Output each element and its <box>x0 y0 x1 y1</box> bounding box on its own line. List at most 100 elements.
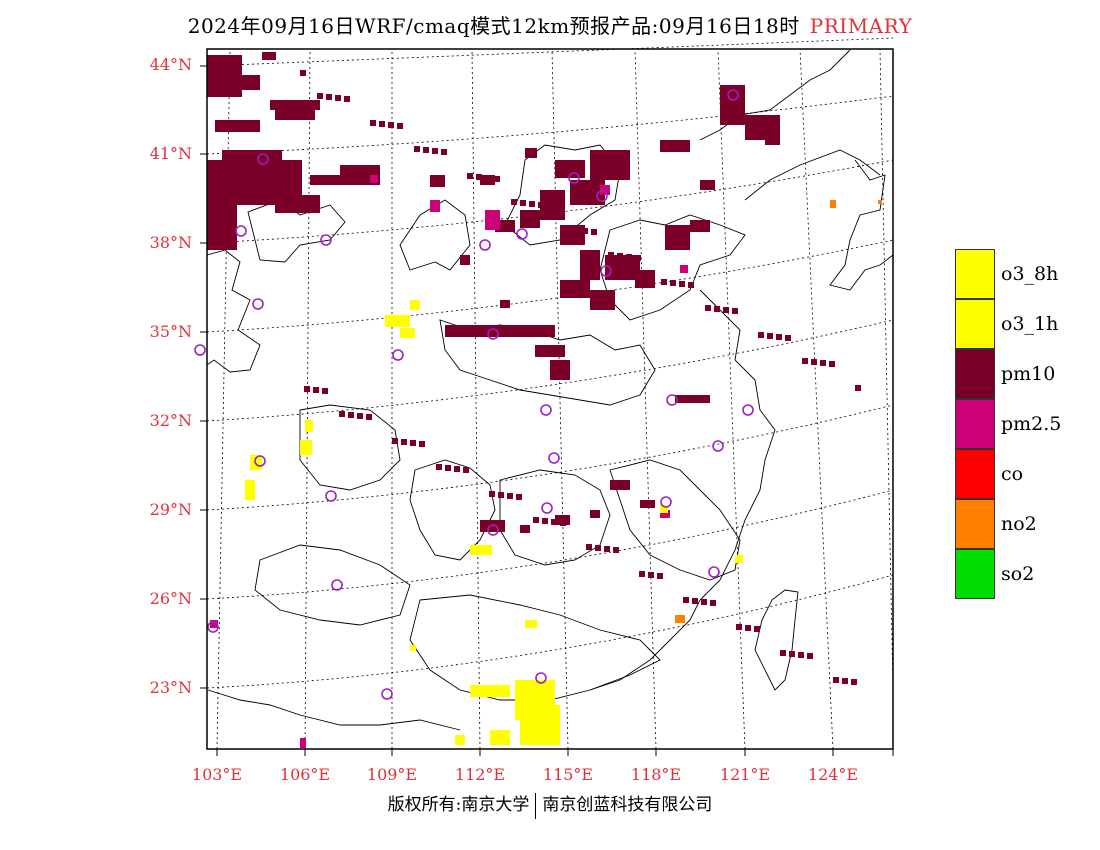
city-marker <box>381 688 393 700</box>
city-marker <box>540 404 552 416</box>
pollution-cell <box>582 228 588 234</box>
city-marker <box>207 621 219 633</box>
pollution-cell <box>680 265 688 273</box>
pollution-cell <box>455 735 465 745</box>
pollution-cell <box>789 651 795 657</box>
lat-label-32: 32°N <box>149 411 192 430</box>
pollution-cell <box>692 598 698 604</box>
pollution-cell <box>385 315 410 327</box>
pollution-cell <box>590 290 615 310</box>
pollution-cell <box>720 85 745 125</box>
pollution-cell <box>419 441 425 447</box>
lat-label-35: 35°N <box>149 322 192 341</box>
pollution-cell <box>811 359 817 365</box>
city-marker <box>252 298 264 310</box>
pollution-cell <box>339 411 345 417</box>
pollution-cell <box>366 414 372 420</box>
city-marker <box>660 496 672 508</box>
pollution-cell <box>660 510 670 518</box>
pollution-cell <box>591 229 597 235</box>
pollution-cell <box>855 385 861 391</box>
legend-swatch <box>955 299 995 349</box>
pollution-cell <box>807 653 813 659</box>
pollution-cell <box>590 510 600 518</box>
pollution-cell <box>401 439 407 445</box>
pollution-cell <box>595 545 601 551</box>
legend-label: co <box>1001 463 1024 485</box>
pollution-cell <box>542 518 548 524</box>
city-marker <box>712 440 724 452</box>
pollution-cell <box>551 519 557 525</box>
pollution-cell <box>785 335 791 341</box>
pollution-cell <box>670 280 676 286</box>
pollution-cell <box>745 625 751 631</box>
pollution-cell <box>262 52 276 60</box>
city-marker <box>516 228 528 240</box>
pollution-cell <box>878 200 882 204</box>
pollution-cell <box>210 620 218 628</box>
city-marker <box>568 172 580 184</box>
pollution-cell <box>215 120 260 132</box>
pollution-cell <box>516 494 522 500</box>
pollution-cell <box>245 480 255 500</box>
city-marker <box>541 502 553 514</box>
legend-label: so2 <box>1001 563 1035 585</box>
city-marker <box>487 524 499 536</box>
pollution-cell <box>507 493 513 499</box>
pollution-cell <box>657 573 663 579</box>
pollution-cell <box>500 300 510 308</box>
city-marker <box>479 239 491 251</box>
pollution-cell <box>520 200 526 206</box>
legend-swatch <box>955 449 995 499</box>
lon-label-124: 124°E <box>807 765 859 784</box>
pollution-cell <box>520 210 540 228</box>
city-marker <box>708 566 720 578</box>
pollution-cell <box>317 93 323 99</box>
city-marker <box>666 394 678 406</box>
pollution-cell <box>617 253 623 259</box>
lon-label-106: 106°E <box>279 765 331 784</box>
lat-label-23: 23°N <box>149 678 192 697</box>
pollution-cell <box>335 95 341 101</box>
pollution-cell <box>833 677 839 683</box>
pollution-cell <box>683 597 689 603</box>
legend-label: o3_8h <box>1001 263 1059 285</box>
pollution-cell <box>580 250 600 280</box>
footer-right: 南京创蓝科技有限公司 <box>542 795 713 815</box>
pollution-cell <box>660 505 668 513</box>
pollution-cell <box>370 120 376 126</box>
pollution-cell <box>560 225 585 245</box>
city-marker <box>325 490 337 502</box>
footer-left: 版权所有:南京大学 <box>387 795 530 815</box>
pollution-cell <box>410 300 420 310</box>
pollution-cell <box>370 175 378 183</box>
city-marker <box>600 265 612 277</box>
pollution-cell <box>829 361 835 367</box>
copyright-footer: 版权所有:南京大学 南京创蓝科技有限公司 <box>0 790 1100 819</box>
pollution-cell <box>326 94 332 100</box>
legend-label: pm2.5 <box>1001 413 1062 435</box>
pollution-cell <box>820 360 826 366</box>
pollution-cell <box>529 201 535 207</box>
pollution-cell <box>776 334 782 340</box>
city-marker <box>535 672 547 684</box>
city-marker <box>487 328 499 340</box>
pollution-cell <box>767 333 773 339</box>
pollution-cell <box>525 148 537 158</box>
pollution-cell <box>705 305 711 311</box>
pollution-cell <box>586 544 592 550</box>
pollution-cell <box>538 202 544 208</box>
pollution-cell <box>300 738 306 748</box>
pollution-cell <box>300 440 312 455</box>
pollution-cell <box>432 148 438 154</box>
pollution-cell <box>754 626 760 632</box>
pollution-cell <box>648 572 654 578</box>
pollution-cell <box>640 500 655 508</box>
legend-swatch <box>955 499 995 549</box>
pollution-cell <box>540 190 565 220</box>
lon-label-109: 109°E <box>366 765 418 784</box>
pollution-cell <box>511 199 517 205</box>
city-marker <box>254 455 266 467</box>
pollution-cell <box>300 70 306 76</box>
